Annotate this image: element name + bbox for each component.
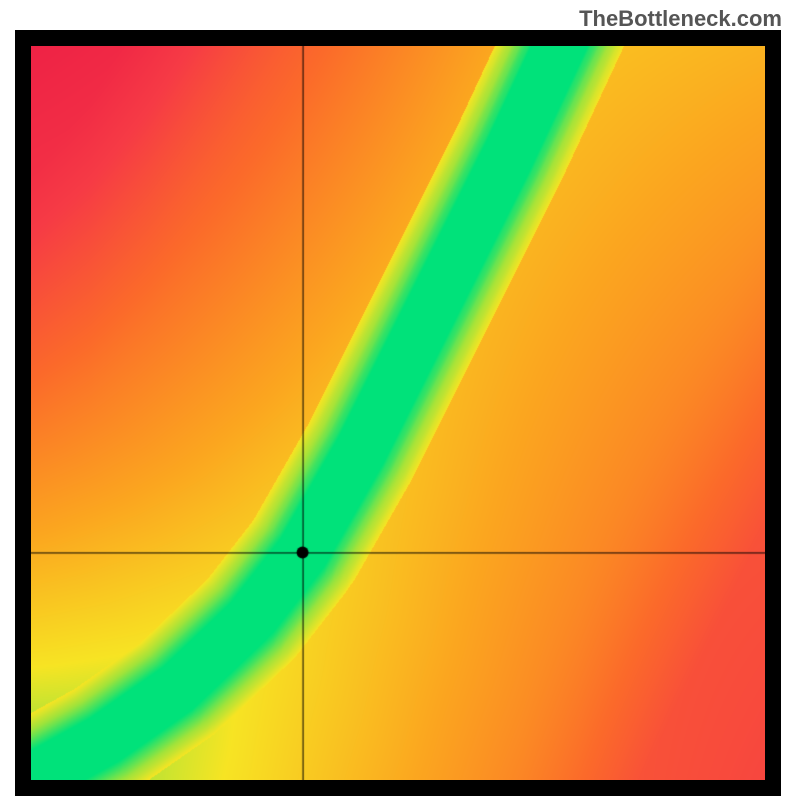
- chart-container: TheBottleneck.com: [0, 0, 800, 800]
- watermark-text: TheBottleneck.com: [579, 6, 782, 32]
- bottleneck-heatmap: [31, 46, 765, 780]
